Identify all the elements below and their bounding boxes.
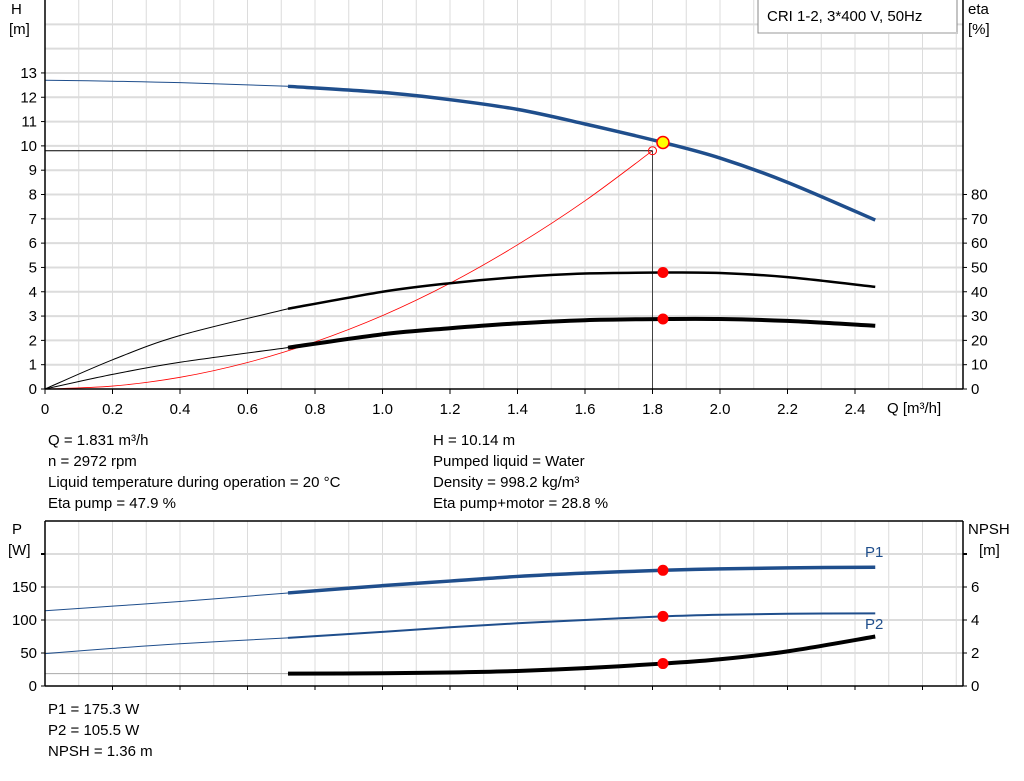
eta-tick-label: 80 <box>971 187 988 204</box>
h-tick-label: 6 <box>29 235 37 252</box>
info-right: H = 10.14 m Pumped liquid = Water Densit… <box>433 430 608 514</box>
info-temperature: Liquid temperature during operation = 20… <box>48 474 341 491</box>
h-tick-label: 10 <box>20 138 37 155</box>
eta-pump-motor-curve <box>287 316 876 350</box>
eta-tick-label: 30 <box>971 308 988 325</box>
x-tick-label: 0.2 <box>102 401 123 418</box>
p1-curve-extended <box>44 592 289 612</box>
h-axis-unit: [m] <box>9 21 30 38</box>
npsh-tick-label: 6 <box>971 579 979 596</box>
x-tick-label: 0.4 <box>170 401 191 418</box>
info-density: Density = 998.2 kg/m³ <box>433 474 580 491</box>
eta-tick-label: 0 <box>971 381 979 398</box>
x-tick-label: 1.8 <box>642 401 663 418</box>
info-liquid: Pumped liquid = Water <box>433 453 585 470</box>
p2-series-label: P2 <box>865 616 883 633</box>
axes <box>41 0 967 690</box>
p-axis-label: P <box>12 521 22 538</box>
eta-tick-label: 60 <box>971 235 988 252</box>
x-tick-label: 1.6 <box>575 401 596 418</box>
eta-pump-curve-extended <box>44 308 289 390</box>
eta-axis-unit: [%] <box>968 21 990 38</box>
eta-pump-motor-marker <box>657 313 669 325</box>
p1-marker <box>657 564 669 576</box>
x-tick-label: 1.2 <box>440 401 461 418</box>
h-tick-label: 0 <box>29 381 37 398</box>
p1-series-label: P1 <box>865 544 883 561</box>
grid-bottom <box>45 521 963 686</box>
npsh-axis-label: NPSH <box>968 521 1010 538</box>
h-tick-label: 3 <box>29 308 37 325</box>
h-tick-label: 8 <box>29 187 37 204</box>
eta-tick-label: 20 <box>971 332 988 349</box>
eta-pump-curve <box>287 271 876 310</box>
x-tick-label: 1.0 <box>372 401 393 418</box>
p-axis-unit: [W] <box>8 542 31 559</box>
eta-tick-label: 40 <box>971 284 988 301</box>
x-tick-label: 2.2 <box>777 401 798 418</box>
p2-marker <box>657 610 669 622</box>
p2-curve-extended <box>44 637 289 655</box>
x-tick-label: 2.4 <box>845 401 866 418</box>
info-eta-pump-motor: Eta pump+motor = 28.8 % <box>433 495 609 512</box>
h-tick-label: 12 <box>20 89 37 106</box>
p2-curve <box>287 612 876 639</box>
p-tick-label: 150 <box>12 579 37 596</box>
info-speed: n = 2972 rpm <box>48 453 137 470</box>
info-q: Q = 1.831 m³/h <box>48 432 149 449</box>
h-tick-label: 1 <box>29 357 37 374</box>
x-tick-label: 0.8 <box>305 401 326 418</box>
eta-axis-label: eta <box>968 1 990 18</box>
curves <box>44 79 876 676</box>
h-tick-label: 5 <box>29 259 37 276</box>
info-npsh: NPSH = 1.36 m <box>48 743 153 760</box>
h-tick-label: 7 <box>29 211 37 228</box>
npsh-tick-label: 0 <box>971 678 979 695</box>
eta-tick-label: 50 <box>971 259 988 276</box>
h-axis-label: H <box>11 1 22 18</box>
system-curve <box>44 150 653 390</box>
x-tick-label: 0.6 <box>237 401 258 418</box>
tick-labels: 0 0.2 0.4 0.6 0.8 1.0 1.2 1.4 1.6 1.8 2.0 2.2 2.4012… <box>12 65 988 695</box>
info-p2: P2 = 105.5 W <box>48 722 140 739</box>
operating-point-marker <box>656 135 670 150</box>
info-eta-pump: Eta pump = 47.9 % <box>48 495 176 512</box>
npsh-tick-label: 4 <box>971 612 979 629</box>
eta-tick-label: 10 <box>971 357 988 374</box>
h-tick-label: 2 <box>29 332 37 349</box>
legend-text: CRI 1-2, 3*400 V, 50Hz <box>767 8 922 25</box>
eta-tick-label: 70 <box>971 211 988 228</box>
h-curve <box>287 84 876 222</box>
x-tick-label: 2.0 <box>710 401 731 418</box>
eta-pump-motor-curve-extended <box>44 347 289 390</box>
duty-point-marker <box>648 146 657 156</box>
h-tick-label: 9 <box>29 162 37 179</box>
p1-curve <box>287 565 876 595</box>
p-tick-label: 0 <box>29 678 37 695</box>
info-left: Q = 1.831 m³/h n = 2972 rpm Liquid tempe… <box>48 430 340 514</box>
h-tick-label: 4 <box>29 284 37 301</box>
info-bottom: P1 = 175.3 W P2 = 105.5 W NPSH = 1.36 m <box>48 699 153 762</box>
h-tick-label: 11 <box>21 114 37 131</box>
p-tick-label: 100 <box>12 612 37 629</box>
q-axis-label: Q [m³/h] <box>887 400 941 417</box>
npsh-tick-label: 2 <box>971 645 979 662</box>
x-tick-label: 1.4 <box>507 401 528 418</box>
legend-box: CRI 1-2, 3*400 V, 50Hz <box>757 0 958 34</box>
npsh-curve <box>287 634 876 676</box>
h-curve-extended <box>44 79 289 87</box>
info-p1: P1 = 175.3 W <box>48 701 140 718</box>
x-tick-label: 0 <box>41 401 49 418</box>
p-tick-label: 50 <box>20 645 37 662</box>
grid-top <box>45 0 963 389</box>
npsh-axis-unit: [m] <box>979 542 1000 559</box>
h-tick-label: 13 <box>20 65 37 82</box>
info-h: H = 10.14 m <box>433 432 516 449</box>
npsh-marker <box>657 658 669 670</box>
eta-pump-marker <box>657 267 669 279</box>
